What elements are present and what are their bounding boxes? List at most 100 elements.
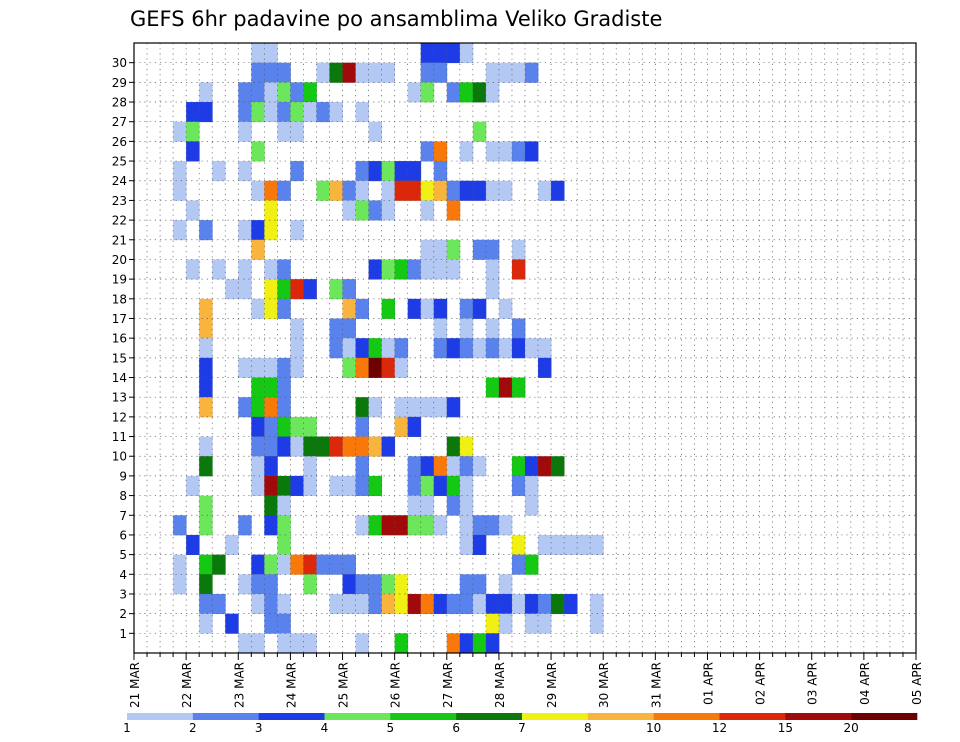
heatmap-cell	[329, 593, 343, 615]
heatmap-cell	[251, 475, 265, 496]
heatmap-cell	[238, 515, 252, 536]
heatmap-cell	[511, 141, 526, 162]
y-tick-label: 5	[119, 548, 127, 562]
x-tick-label: 30 MAR	[597, 662, 611, 708]
heatmap-cell	[420, 495, 435, 516]
heatmap-cell	[459, 456, 474, 477]
heatmap-cell	[342, 554, 356, 575]
heatmap-cell	[511, 554, 526, 575]
heatmap-cell	[420, 593, 435, 615]
heatmap-cell	[290, 357, 304, 378]
heatmap-cell	[407, 82, 422, 103]
heatmap-cell	[538, 534, 552, 556]
colorbar-label: 7	[518, 721, 526, 735]
heatmap-cell	[199, 220, 213, 241]
heatmap-cell	[303, 633, 317, 654]
heatmap-cell	[472, 180, 487, 201]
heatmap-cell	[446, 475, 461, 496]
heatmap-cell	[251, 298, 265, 319]
heatmap-cell	[264, 495, 278, 516]
colorbar-swatch	[851, 713, 918, 720]
heatmap-cell	[381, 200, 396, 221]
heatmap-cell	[277, 436, 291, 457]
heatmap-cell	[485, 338, 500, 359]
heatmap-cell	[303, 574, 317, 595]
x-tick-label: 23 MAR	[232, 662, 246, 708]
cell-layer	[173, 43, 604, 654]
heatmap-cell	[264, 259, 278, 280]
heatmap-cell	[186, 141, 200, 162]
heatmap-cell	[472, 515, 487, 536]
colorbar-swatch	[127, 713, 194, 720]
heatmap-cell	[459, 298, 474, 319]
x-axis: 21 MAR 22 MAR 23 MAR 24 MAR 25 MAR 26 MAR 27 M…	[128, 653, 924, 708]
heatmap-cell	[459, 475, 474, 496]
heatmap-cell	[329, 338, 343, 359]
heatmap-cell	[538, 180, 552, 201]
heatmap-cell	[199, 82, 213, 103]
heatmap-cell	[498, 593, 513, 615]
heatmap-cell	[590, 613, 604, 634]
heatmap-cell	[342, 318, 356, 339]
heatmap-cell	[394, 574, 409, 595]
heatmap-cell	[277, 298, 291, 319]
heatmap-cell	[329, 318, 343, 339]
heatmap-cell	[264, 82, 278, 103]
heatmap-cell	[277, 515, 291, 536]
heatmap-cell	[238, 574, 252, 595]
heatmap-cell	[277, 613, 291, 634]
heatmap-cell	[394, 416, 409, 437]
heatmap-cell	[186, 102, 200, 123]
heatmap-cell	[368, 121, 383, 142]
heatmap-cell	[459, 436, 474, 457]
heatmap-cell	[420, 82, 435, 103]
heatmap-cell	[277, 62, 291, 83]
heatmap-cell	[459, 338, 474, 359]
heatmap-cell	[381, 298, 396, 319]
heatmap-cell	[564, 534, 578, 556]
chart-title: GEFS 6hr padavine po ansamblima Veliko G…	[130, 7, 662, 31]
heatmap-cell	[355, 397, 369, 418]
heatmap-cell	[498, 298, 513, 319]
heatmap-cell	[199, 338, 213, 359]
heatmap-cell	[485, 593, 500, 615]
heatmap-cell	[525, 495, 539, 516]
heatmap-cell	[394, 180, 409, 201]
heatmap-cell	[212, 161, 226, 182]
heatmap-cell	[381, 515, 396, 536]
heatmap-cell	[225, 534, 239, 556]
heatmap-cell	[329, 436, 343, 457]
heatmap-cell	[459, 574, 474, 595]
y-tick-label: 25	[112, 155, 127, 169]
x-tick-label: 26 MAR	[389, 662, 403, 708]
heatmap-cell	[186, 534, 200, 556]
heatmap-cell	[459, 141, 474, 162]
heatmap-cell	[251, 180, 265, 201]
heatmap-cell	[472, 82, 487, 103]
heatmap-cell	[251, 397, 265, 418]
heatmap-cell	[264, 43, 278, 64]
heatmap-cell	[407, 180, 422, 201]
y-tick-label: 17	[112, 312, 127, 326]
heatmap-cell	[433, 259, 448, 280]
heatmap-cell	[420, 456, 435, 477]
y-tick-label: 6	[119, 528, 127, 542]
heatmap-cell	[277, 416, 291, 437]
heatmap-cell	[381, 593, 396, 615]
heatmap-cell	[472, 456, 487, 477]
heatmap-cell	[264, 475, 278, 496]
heatmap-cell	[433, 475, 448, 496]
heatmap-cell	[459, 633, 474, 654]
heatmap-cell	[277, 180, 291, 201]
heatmap-cell	[498, 62, 513, 83]
heatmap-cell	[472, 338, 487, 359]
heatmap-cell	[173, 515, 187, 536]
heatmap-cell	[368, 338, 383, 359]
heatmap-cell	[355, 180, 369, 201]
x-tick-label: 29 MAR	[545, 662, 559, 708]
heatmap-cell	[433, 338, 448, 359]
colorbar-label: 10	[646, 721, 661, 735]
heatmap-cell	[251, 456, 265, 477]
heatmap-cell	[290, 161, 304, 182]
